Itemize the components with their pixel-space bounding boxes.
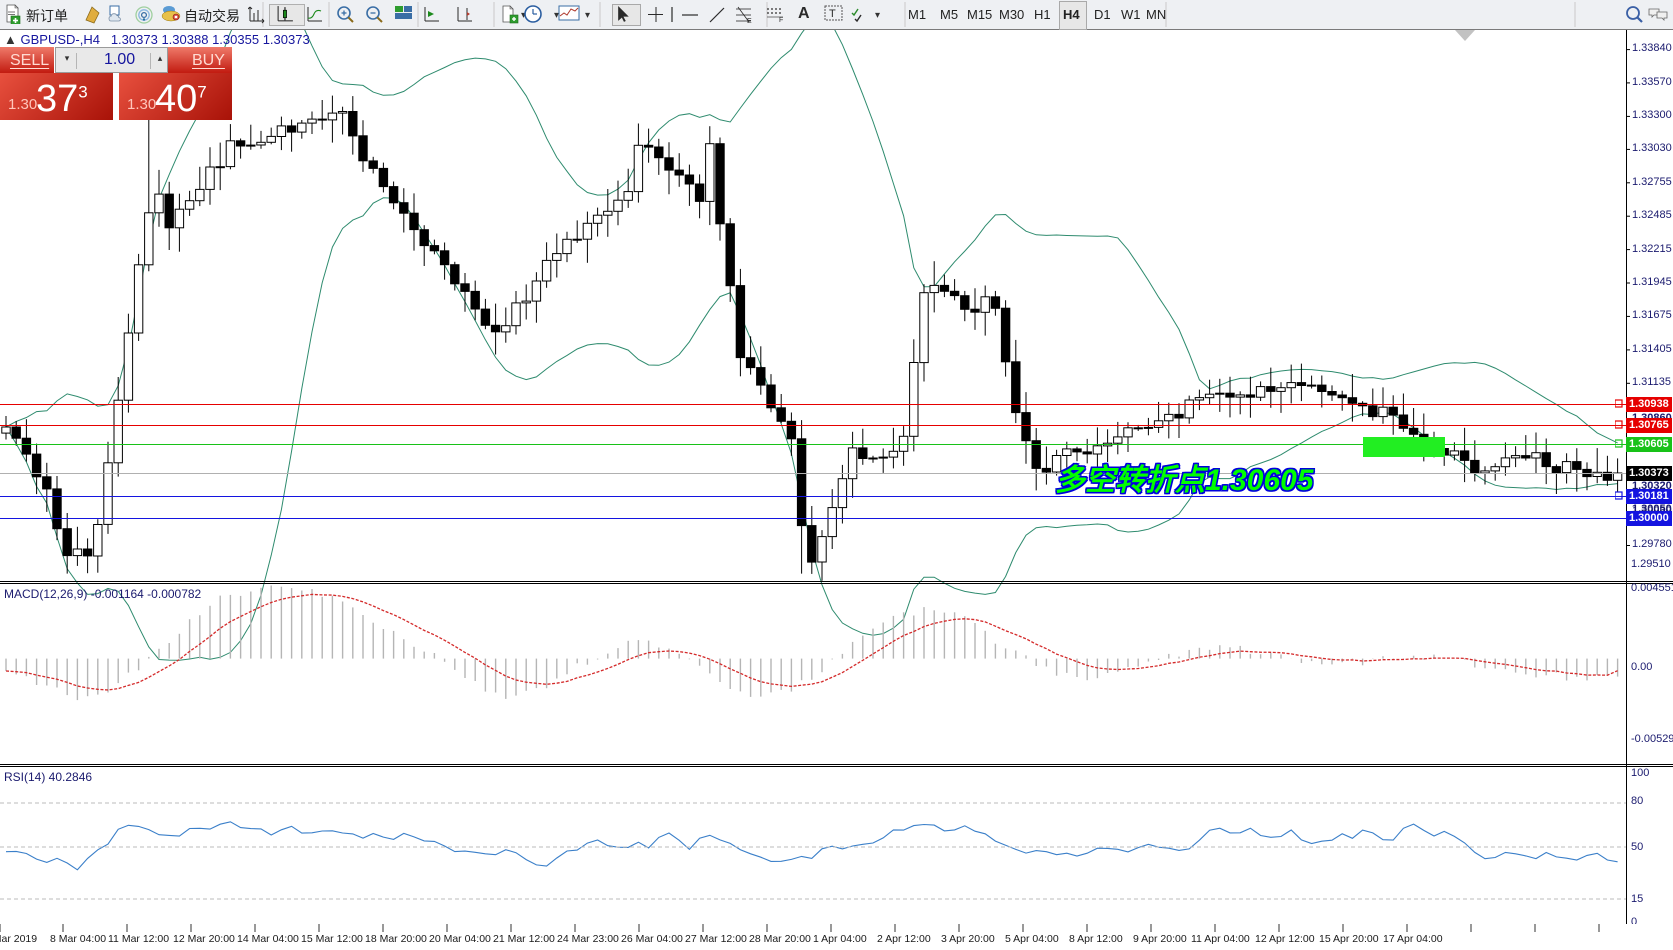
svg-text:E: E bbox=[747, 18, 752, 24]
svg-text:T: T bbox=[829, 8, 836, 20]
svg-text:F: F bbox=[779, 17, 783, 22]
